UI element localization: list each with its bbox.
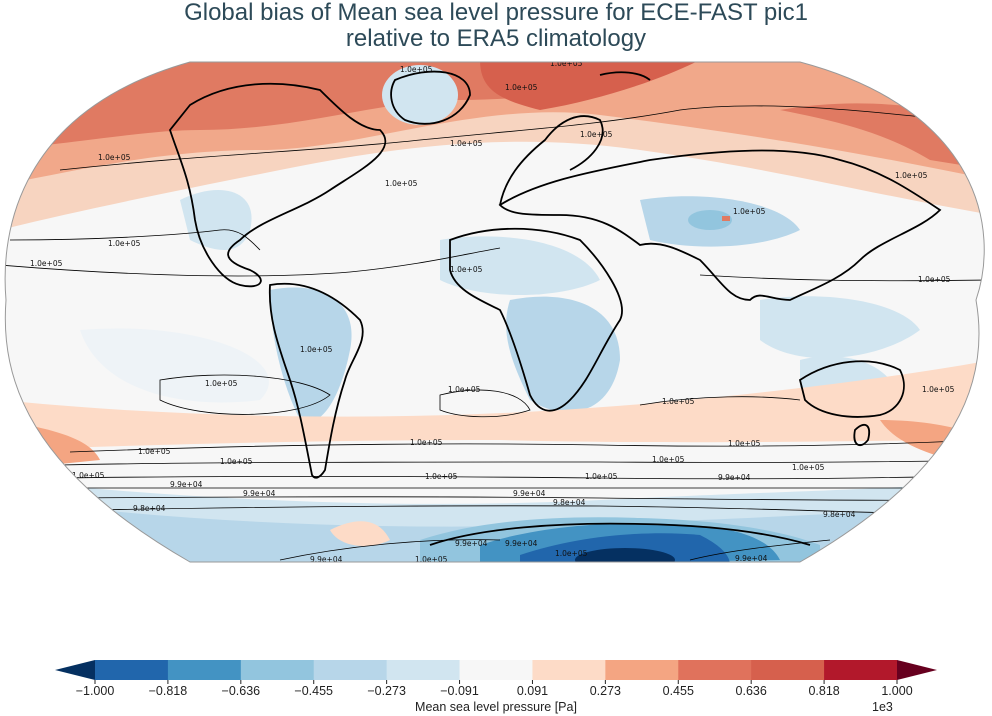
contour-label: 1.0e+05 (138, 447, 171, 456)
contour-label: 1.0e+05 (108, 239, 141, 248)
contour-label: 9.9e+04 (735, 554, 768, 563)
contour-label: 1.0e+05 (922, 385, 955, 394)
colorbar-tick-label: −1.000 (76, 684, 115, 698)
colorbar-tick-label: 0.818 (808, 684, 839, 698)
contour-label: 1.0e+05 (580, 130, 613, 139)
contour-label: 1.0e+05 (585, 472, 618, 481)
contour-label: 1.0e+05 (410, 438, 443, 447)
contour-label: 9.9e+04 (243, 489, 276, 498)
contour-label: 1.0e+05 (652, 455, 685, 464)
contour-label: 1.0e+05 (728, 439, 761, 448)
colorbar-exponent: 1e3 (872, 700, 893, 714)
colorbar-tick-label: 0.273 (590, 684, 621, 698)
colorbar-segment (313, 660, 388, 680)
colorbar-segment (678, 660, 752, 680)
contour-label: 1.0e+05 (450, 265, 483, 274)
contour-label: 1.0e+05 (550, 59, 583, 68)
contour-label: 1.0e+05 (555, 549, 588, 558)
contour-label: 1.0e+05 (895, 171, 928, 180)
contour-label: 1.0e+05 (400, 65, 433, 74)
colorbar: −1.000 −0.818 −0.636 −0.455 −0.273 −0.091 0.09… (55, 660, 937, 698)
colorbar-extend-high (897, 660, 937, 680)
contour-label: 9.8e+04 (553, 498, 586, 507)
contour-label: 9.8e+04 (133, 504, 166, 513)
colorbar-extend-low (55, 660, 95, 680)
coastlines (168, 70, 942, 546)
contour-label: 1.0e+05 (98, 153, 131, 162)
colorbar-segment (532, 660, 606, 680)
colorbar-label: Mean sea level pressure [Pa] (415, 700, 577, 714)
contour-label: 9.9e+04 (455, 539, 488, 548)
map-field: 1.0e+05 1.0e+05 1.0e+05 1.0e+05 1.0e+05 … (5, 59, 985, 564)
contour-label: 1.0e+05 (425, 472, 458, 481)
colorbar-segment (240, 660, 315, 680)
contour-label: 1.0e+05 (205, 379, 238, 388)
colorbar-tick-label: −0.818 (149, 684, 188, 698)
contour-label: 1.0e+05 (300, 345, 333, 354)
contour-label: 1.0e+05 (385, 179, 418, 188)
contour-label: 1.0e+05 (220, 457, 253, 466)
colorbar-tick-label: 1.000 (881, 684, 912, 698)
contour-label: 9.8e+04 (823, 510, 856, 519)
colorbar-segment (386, 660, 461, 680)
chart-title-line1: Global bias of Mean sea level pressure f… (184, 0, 808, 26)
colorbar-tick-label: 0.091 (517, 684, 548, 698)
contour-label: 1.0e+05 (448, 385, 481, 394)
contour-labels: 1.0e+05 1.0e+05 1.0e+05 1.0e+05 1.0e+05 … (30, 59, 955, 564)
colorbar-segment (751, 660, 825, 680)
map-boundary (4, 61, 985, 563)
colorbar-segment (824, 660, 898, 680)
colorbar-tick-label: −0.091 (440, 684, 479, 698)
colorbar-tick-label: −0.636 (222, 684, 261, 698)
contour-label: 1.0e+05 (918, 275, 951, 284)
colorbar-tick-label: −0.455 (294, 684, 333, 698)
chart-title-line2: relative to ERA5 climatology (345, 25, 647, 52)
contour-label: 1.0e+05 (662, 397, 695, 406)
contour-label: 9.9e+04 (513, 489, 546, 498)
contour-label: 1.0e+05 (415, 555, 448, 564)
contour-label: 1.0e+05 (72, 471, 105, 480)
colorbar-segment (605, 660, 679, 680)
contour-label: 1.0e+05 (733, 207, 766, 216)
contour-label: 9.9e+04 (310, 555, 343, 564)
contour-label: 1.0e+05 (792, 463, 825, 472)
colorbar-tick-label: −0.273 (367, 684, 406, 698)
colorbar-tick-label: 0.636 (736, 684, 767, 698)
colorbar-tick-label: 0.455 (663, 684, 694, 698)
contour-label: 9.9e+04 (718, 473, 751, 482)
contour-label: 1.0e+05 (505, 83, 538, 92)
contour-label: 1.0e+05 (30, 259, 63, 268)
colorbar-segment (167, 660, 242, 680)
contour-label: 9.9e+04 (170, 480, 203, 489)
contour-label: 9.9e+04 (505, 539, 538, 548)
colorbar-segment (95, 660, 169, 680)
contour-label: 1.0e+05 (450, 139, 483, 148)
colorbar-segment (459, 660, 533, 680)
